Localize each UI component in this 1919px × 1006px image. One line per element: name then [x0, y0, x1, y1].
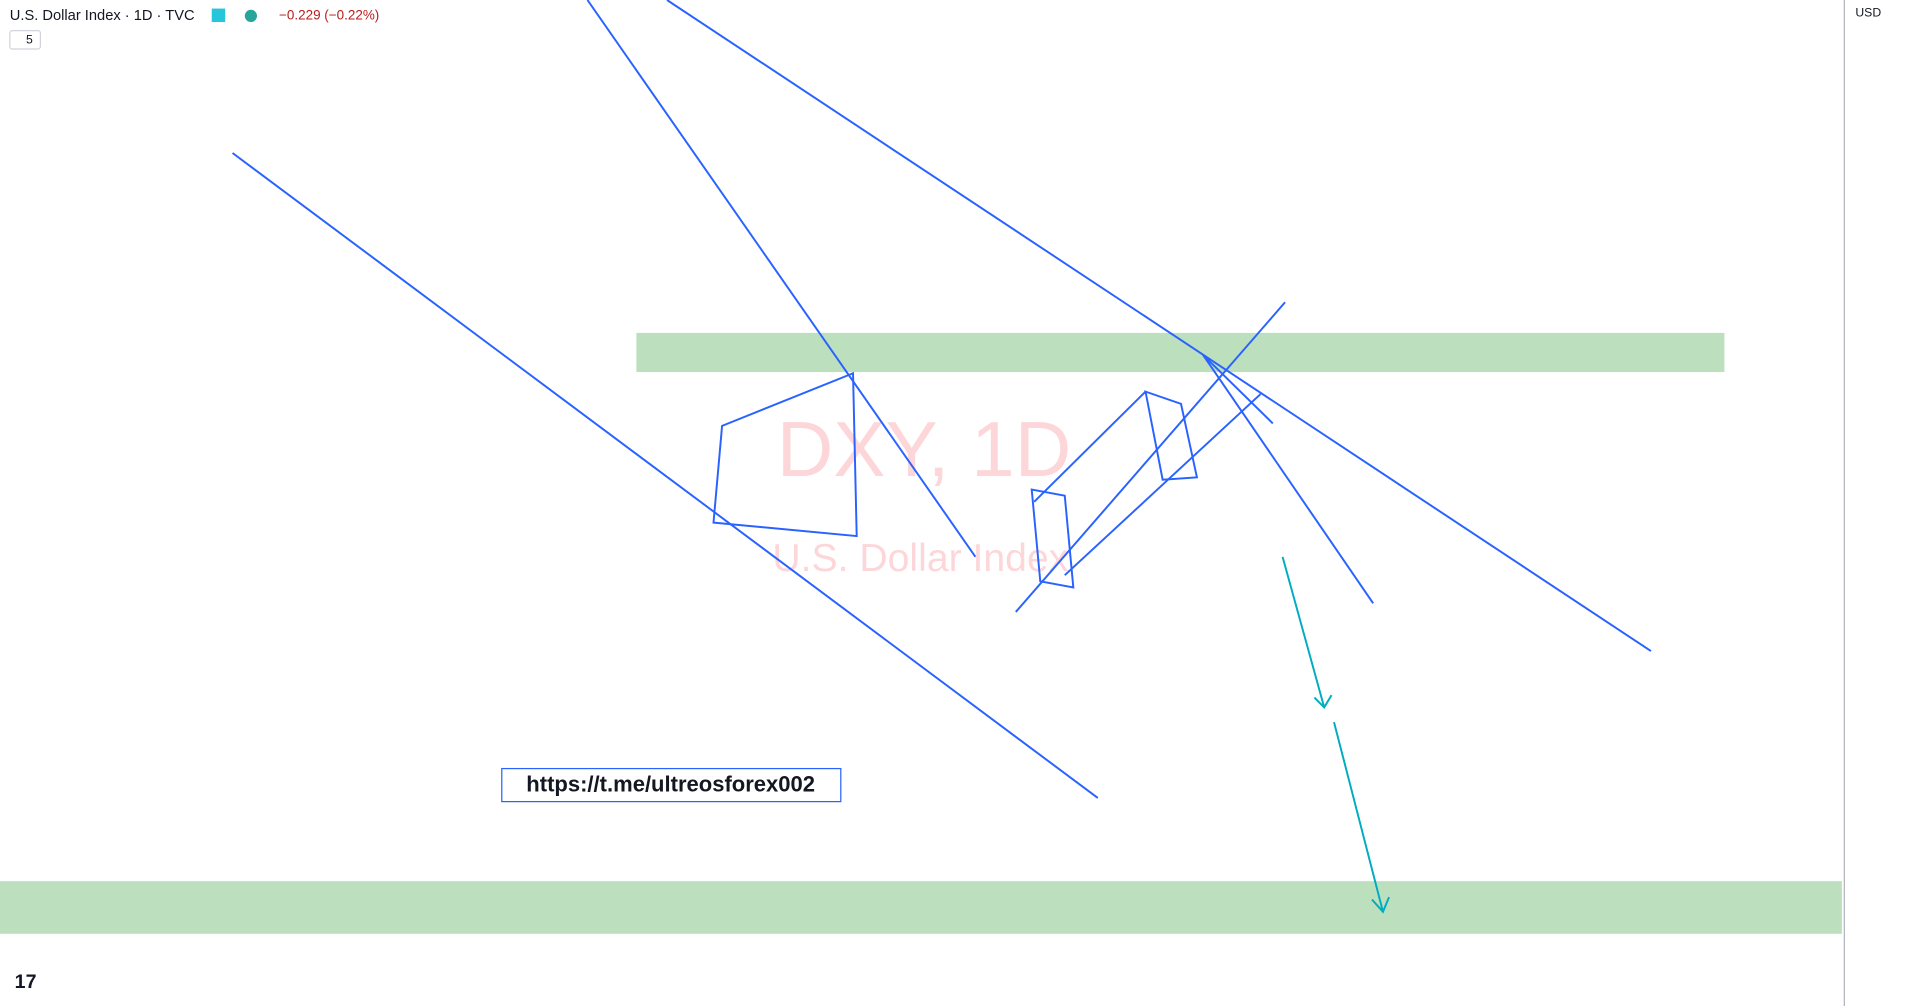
watermark-symbol: DXY, 1D: [777, 405, 1072, 493]
change: −0.229 (−0.22%): [279, 7, 379, 22]
price-axis: [1844, 0, 1919, 1006]
trendline: [1015, 301, 1286, 613]
arrow: [1281, 556, 1326, 708]
status-icon: [211, 8, 226, 23]
flag: [1144, 390, 1199, 481]
currency[interactable]: USD: [1855, 6, 1881, 20]
symbol-title[interactable]: U.S. Dollar Index · 1D · TVC: [10, 8, 195, 24]
target-zone: [0, 881, 1842, 934]
trendline: [666, 0, 1652, 652]
watermark-name: U.S. Dollar Index: [772, 537, 1068, 580]
market-status: [244, 9, 258, 23]
trendline: [586, 0, 977, 558]
link[interactable]: https://t.me/ultreosforex002: [526, 772, 815, 797]
trendlines: [231, 0, 1652, 914]
arrow-head: [1313, 694, 1333, 709]
trendline: [1033, 390, 1147, 503]
flag: [1030, 488, 1075, 589]
arrow: [1333, 721, 1384, 913]
logo: 17: [15, 971, 37, 993]
trendline: [1064, 393, 1262, 576]
interval-box[interactable]: [9, 29, 42, 50]
interval-value: 5: [26, 33, 33, 47]
trendline: [1202, 354, 1274, 425]
flag: [712, 371, 858, 538]
trendline: [231, 152, 1099, 799]
link-box: [501, 767, 842, 803]
arrow-head: [1371, 896, 1390, 914]
trendline: [1202, 354, 1374, 604]
